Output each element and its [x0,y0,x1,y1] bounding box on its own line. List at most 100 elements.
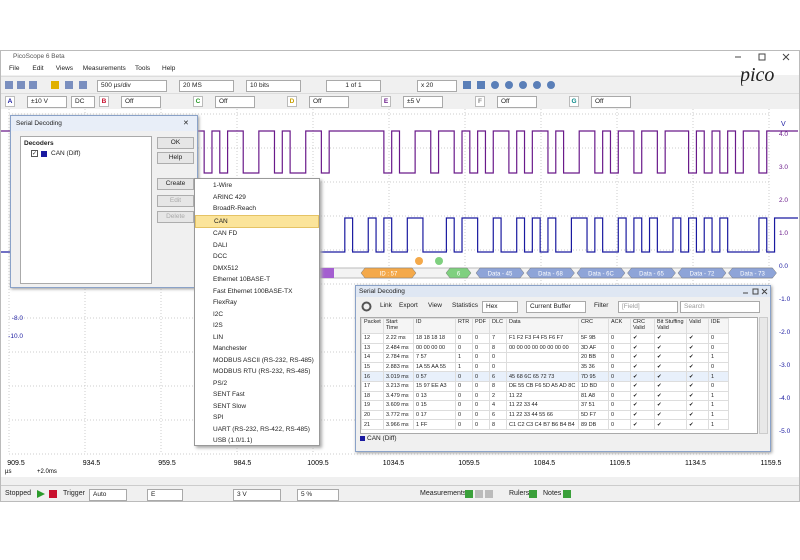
channel-range[interactable]: Off [121,96,161,108]
table-toolbar-item[interactable]: View [428,302,442,309]
measurements[interactable]: Measurements [420,490,467,497]
column-header[interactable]: IDE [708,318,729,334]
rulers[interactable]: Rulers [509,490,530,497]
protocol-item[interactable]: ARINC 429 [213,193,246,201]
channel-button[interactable]: D [287,96,297,107]
protocol-item[interactable]: DALI [213,241,228,249]
protocol-item[interactable]: FlexRay [213,299,237,306]
protocol-item[interactable]: SENT Slow [213,402,247,410]
table-footer[interactable]: CAN (Diff) [367,435,397,442]
protocol-item[interactable]: SENT Fast [213,391,245,398]
protocol-item[interactable]: LIN [213,333,224,341]
column-header[interactable]: Start Time [383,318,414,334]
channel-button[interactable]: G [569,96,579,107]
protocol-item[interactable]: I2C [213,310,224,318]
dialog-button[interactable]: Help [157,152,194,164]
settings-icon[interactable] [361,301,372,312]
column-header[interactable]: Bit Stuffing Valid [654,318,687,334]
column-header[interactable]: ID [413,318,456,334]
table-toolbar-item[interactable]: Search [680,301,760,313]
menu-item[interactable]: Measurements [82,65,126,72]
table-toolbar-item[interactable]: Filter [594,302,609,309]
table-row[interactable]: 19 3.609 ms 0 15 0 0 4 11 22 33 44 37 51 0 ✔ ✔ ✔ 1 [361,400,729,411]
menu-item[interactable]: Edit [32,65,44,72]
zoom[interactable]: x 20 [417,80,457,92]
column-header[interactable]: DLC [489,318,507,334]
protocol-item[interactable]: SPI [213,414,224,421]
protocol-item[interactable]: Ethernet 10BASE-T [213,276,271,283]
channel-range[interactable]: Off [309,96,349,108]
menu-item[interactable]: Tools [135,65,151,72]
table-row[interactable]: 20 3.772 ms 0 17 0 0 6 11 22 33 44 55 66 5D F7 0… [361,409,729,421]
channel-coupling[interactable]: DC [71,96,95,108]
protocol-item[interactable]: MODBUS RTU (RS-232, RS-485) [213,368,311,375]
protocol-item[interactable]: DCC [213,253,228,260]
table-window-controls[interactable] [741,287,769,296]
buffer[interactable]: 1 of 1 [326,80,381,92]
channel-range[interactable]: Off [591,96,631,108]
protocol-item[interactable]: Manchester [213,345,247,352]
pre-trigger[interactable]: 5 % [297,489,339,501]
trigger-threshold[interactable]: 3 V [233,489,281,501]
channel-range[interactable]: Off [497,96,537,108]
table-toolbar-item[interactable]: Link [380,302,392,309]
table-toolbar-item[interactable]: [Field] [618,301,678,313]
column-header[interactable]: ACK [608,318,631,334]
menu-item[interactable]: Help [162,65,176,72]
protocol-item[interactable]: PS/2 [213,379,228,387]
status-icons[interactable] [463,489,573,499]
channel-button[interactable]: A [5,96,15,107]
table-toolbar-item[interactable]: Hex [482,301,518,313]
channel-range[interactable]: Off [215,96,255,108]
protocol-item[interactable]: CAN FD [213,230,238,237]
table-toolbar-item[interactable]: Current Buffer [526,301,586,313]
run-buttons[interactable] [35,488,59,500]
column-header[interactable]: PDF [472,318,490,334]
table-row[interactable]: 17 3.213 ms 15 97 EE A3 0 0 8 DE 55 CB F6 5D A… [361,380,729,392]
tool-icons-left[interactable] [3,79,93,91]
protocol-item[interactable]: I2S [213,322,223,329]
channel-button[interactable]: C [193,96,203,107]
tool-icons[interactable] [461,79,571,91]
protocol-item[interactable]: UART (RS-232, RS-422, RS-485) [213,425,310,433]
column-header[interactable]: Packet [361,318,384,334]
table-row[interactable]: 18 3.479 ms 0 13 0 0 2 11 22 81 A8 0 ✔ ✔ ✔ 1 [361,390,729,402]
column-header[interactable]: Data [506,318,579,334]
protocol-item[interactable]: USB (1.0/1.1) [213,437,253,444]
channel-button[interactable]: B [99,96,109,107]
table-row[interactable]: 13 2.484 ms 00 00 00 00 0 0 8 00 00 00 00 00 0… [361,342,729,354]
channel-range[interactable]: ±10 V [27,96,67,108]
protocol-item[interactable]: CAN [195,214,319,228]
protocol-item[interactable]: MODBUS ASCII (RS-232, RS-485) [213,356,314,364]
channel-button[interactable]: E [381,96,391,107]
window-controls[interactable] [731,52,797,62]
samples[interactable]: 20 MS [179,80,234,92]
resolution[interactable]: 10 bits [246,80,301,92]
table-row[interactable]: 21 3.966 ms 1 FF 0 0 8 C1 C2 C3 C4 B7 B6 B4 B4… [361,419,729,430]
timebase[interactable]: 500 µs/div [97,80,167,92]
protocol-item[interactable]: 1-Wire [213,182,233,189]
decoder-checkbox[interactable]: ✓ [31,150,38,157]
channel-button[interactable]: F [475,96,485,107]
protocol-item[interactable]: DMX512 [213,264,239,272]
notes[interactable]: Notes [543,490,562,497]
table-row[interactable]: 12 2.22 ms 18 18 18 18 0 0 7 F1 F2 F3 F4 F5 F6… [361,333,729,344]
channel-range[interactable]: ±5 V [403,96,443,108]
table-row[interactable]: 16 3.019 ms 0 57 0 0 6 45 68 6C 65 72 73 7D 95 0… [361,371,729,382]
protocol-item[interactable]: Fast Ethernet 100BASE-TX [213,287,293,295]
column-header[interactable]: CRC Valid [630,318,655,334]
table-row[interactable]: 14 2.784 ms 7 57 1 0 0 20 BB 0 ✔ ✔ ✔ 1 [361,352,729,363]
trigger-mode[interactable]: Auto [89,489,127,501]
dialog-button[interactable]: OK [157,137,194,149]
table-toolbar-item[interactable]: Export [399,302,418,309]
column-header[interactable]: CRC [578,318,609,334]
table-toolbar-item[interactable]: Statistics [452,302,479,309]
column-header[interactable]: RTR [455,318,473,334]
protocol-item[interactable]: BroadR-Reach [213,205,256,212]
dialog-close[interactable]: ✕ [183,120,189,127]
trigger-channel[interactable]: E [147,489,183,501]
menu-item[interactable]: File [9,65,20,72]
decoder-name[interactable]: CAN (Diff) [51,150,81,157]
table-row[interactable]: 15 2.883 ms 1A 55 AA 55 1 0 0 35 36 0 ✔ ✔ ✔ 0 [361,361,729,373]
scrollbar[interactable] [759,317,768,434]
